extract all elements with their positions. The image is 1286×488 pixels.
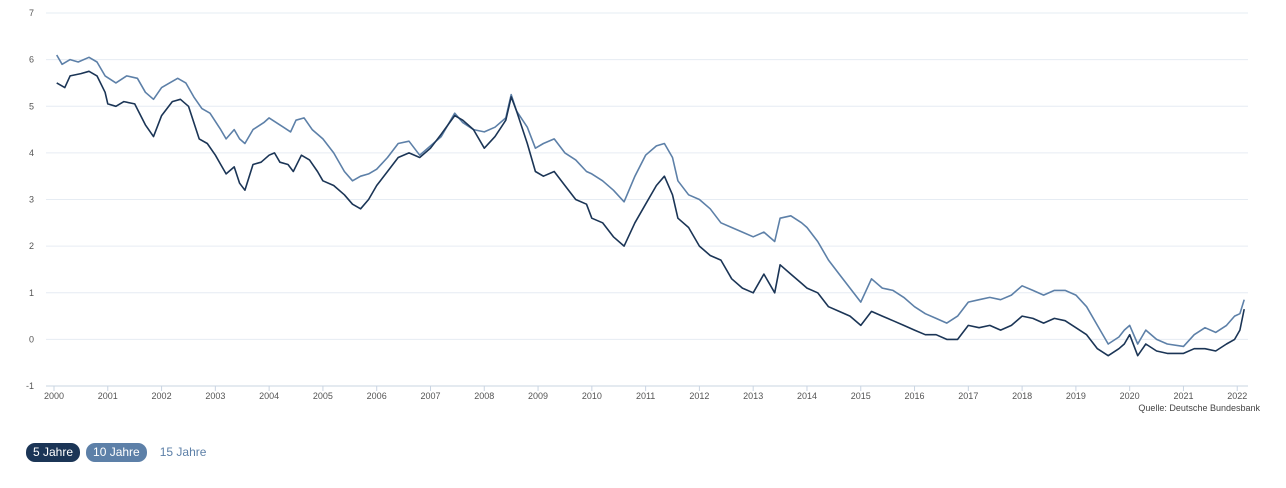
x-tick-label: 2002: [152, 391, 172, 401]
y-tick-label: -1: [26, 381, 34, 391]
x-tick-label: 2021: [1173, 391, 1193, 401]
x-tick-label: 2012: [689, 391, 709, 401]
x-tick-label: 2009: [528, 391, 548, 401]
x-tick-label: 2005: [313, 391, 333, 401]
series-line-5-jahre: [56, 70, 1245, 357]
x-tick-label: 2015: [851, 391, 871, 401]
toggle-15-jahre[interactable]: 15 Jahre: [159, 445, 207, 459]
y-tick-label: 3: [29, 195, 34, 205]
series-line-10-jahre: [56, 54, 1245, 348]
toggle-5-jahre[interactable]: 5 Jahre: [26, 443, 81, 462]
x-tick-label: 2018: [1012, 391, 1032, 401]
x-tick-label: 2007: [420, 391, 440, 401]
y-tick-label: 6: [29, 55, 34, 65]
x-tick-label: 2020: [1120, 391, 1140, 401]
x-axis: 2000 2001 2002 2003 2004 2005 2006 2007 2008 2009…: [44, 385, 1248, 401]
x-tick-label: 2003: [205, 391, 225, 401]
toggle-10-jahre[interactable]: 10 Jahre: [86, 443, 147, 462]
x-tick-label: 2017: [958, 391, 978, 401]
x-tick-label: 2022: [1227, 391, 1247, 401]
maturity-toggle-group: 5 Jahre 10 Jahre 15 Jahre: [26, 443, 213, 462]
series-lines: [56, 54, 1245, 357]
x-tick-label: 2004: [259, 391, 279, 401]
x-tick-label: 2010: [582, 391, 602, 401]
grid: [46, 12, 1248, 387]
y-axis: -1 0 1 2 3 4 5 6 7: [26, 8, 34, 391]
x-tick-label: 2008: [474, 391, 494, 401]
y-tick-label: 0: [29, 334, 34, 344]
x-tick-label: 2000: [44, 391, 64, 401]
x-tick-label: 2011: [636, 391, 655, 401]
x-tick-label: 2019: [1066, 391, 1086, 401]
x-tick-label: 2016: [905, 391, 925, 401]
y-tick-label: 5: [29, 101, 34, 111]
x-tick-label: 2006: [367, 391, 387, 401]
y-tick-label: 4: [29, 148, 34, 158]
x-tick-label: 2001: [98, 391, 118, 401]
source-label: Quelle: Deutsche Bundesbank: [1138, 403, 1260, 413]
y-tick-label: 2: [29, 241, 34, 251]
y-tick-label: 7: [29, 8, 34, 18]
y-tick-label: 1: [29, 288, 34, 298]
x-tick-label: 2013: [743, 391, 763, 401]
x-tick-label: 2014: [797, 391, 817, 401]
